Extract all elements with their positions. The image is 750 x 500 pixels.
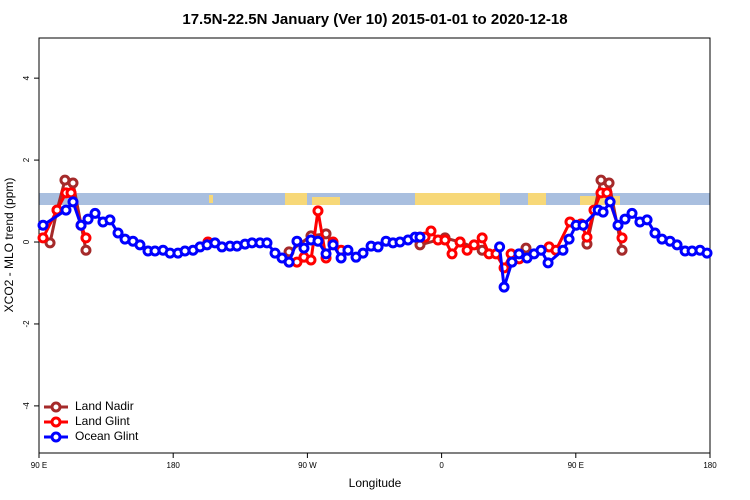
x-axis-label: Longitude [349, 476, 402, 490]
land-band [285, 193, 307, 205]
data-point [261, 237, 273, 249]
data-point [641, 214, 653, 226]
data-point [701, 247, 713, 259]
data-point [305, 254, 317, 266]
data-point [283, 256, 295, 268]
data-point [498, 281, 510, 293]
data-point [312, 205, 324, 217]
data-point [320, 248, 332, 260]
data-point [112, 227, 124, 239]
data-point [446, 248, 458, 260]
data-point [612, 219, 624, 231]
chart-title: 17.5N-22.5N January (Ver 10) 2015-01-01 … [182, 11, 567, 28]
data-point [535, 244, 547, 256]
data-point [603, 177, 615, 189]
legend-marker [50, 416, 62, 428]
y-tick-label: -4 [22, 402, 31, 410]
y-axis-label: XCO2 - MLO trend (ppm) [2, 178, 16, 313]
plot-frame [38, 37, 711, 454]
data-point [616, 232, 628, 244]
data-point [454, 236, 466, 248]
data-point [425, 225, 437, 237]
data-point [601, 187, 613, 199]
legend-marker [50, 431, 62, 443]
data-point [520, 242, 532, 254]
x-tick-label: 0 [439, 461, 444, 470]
data-point [44, 237, 56, 249]
data-point [104, 214, 116, 226]
land-band [415, 193, 500, 205]
legend-label: Land Glint [75, 414, 130, 428]
data-point [60, 204, 72, 216]
land-band [312, 197, 340, 205]
data-point [82, 213, 94, 225]
data-point [513, 248, 525, 260]
data-point [542, 257, 554, 269]
data-point [557, 244, 569, 256]
data-point [80, 244, 92, 256]
data-point [414, 231, 426, 243]
data-point [335, 252, 347, 264]
y-tick-label: 0 [22, 239, 31, 244]
data-point [327, 239, 339, 251]
x-tick-label: 180 [703, 461, 717, 470]
x-tick-label: 90 W [298, 461, 317, 470]
x-tick-label: 90 E [568, 461, 584, 470]
land-band [580, 196, 620, 205]
data-point [597, 206, 609, 218]
legend-label: Ocean Glint [75, 429, 139, 443]
land-mask [39, 193, 710, 205]
data-point [357, 247, 369, 259]
y-tick-label: 4 [22, 75, 31, 80]
data-point [291, 235, 303, 247]
data-point [577, 219, 589, 231]
data-point [461, 244, 473, 256]
data-point [75, 219, 87, 231]
data-point [89, 207, 101, 219]
data-point [298, 242, 310, 254]
land-band [209, 195, 213, 203]
legend-label: Land Nadir [75, 399, 134, 413]
data-point [468, 239, 480, 251]
data-point [80, 232, 92, 244]
data-point [619, 213, 631, 225]
data-point [476, 232, 488, 244]
data-point [649, 227, 661, 239]
y-tick-label: 2 [22, 157, 31, 162]
data-point [37, 219, 49, 231]
data-point [65, 187, 77, 199]
data-point [671, 239, 683, 251]
legend-marker [50, 401, 62, 413]
y-tick-label: -2 [22, 320, 31, 328]
x-tick-label: 180 [167, 461, 181, 470]
data-point [269, 247, 281, 259]
data-point [563, 233, 575, 245]
data-point [604, 196, 616, 208]
data-point [616, 244, 628, 256]
data-point [494, 241, 506, 253]
data-point [342, 244, 354, 256]
data-point [312, 235, 324, 247]
data-point [67, 177, 79, 189]
data-point [439, 234, 451, 246]
data-point [134, 239, 146, 251]
data-point [372, 241, 384, 253]
data-point [626, 207, 638, 219]
data-point [581, 231, 593, 243]
land-band [528, 193, 546, 205]
data-point [67, 196, 79, 208]
data-point [37, 232, 49, 244]
data-point [506, 256, 518, 268]
x-tick-label: 90 E [31, 461, 47, 470]
